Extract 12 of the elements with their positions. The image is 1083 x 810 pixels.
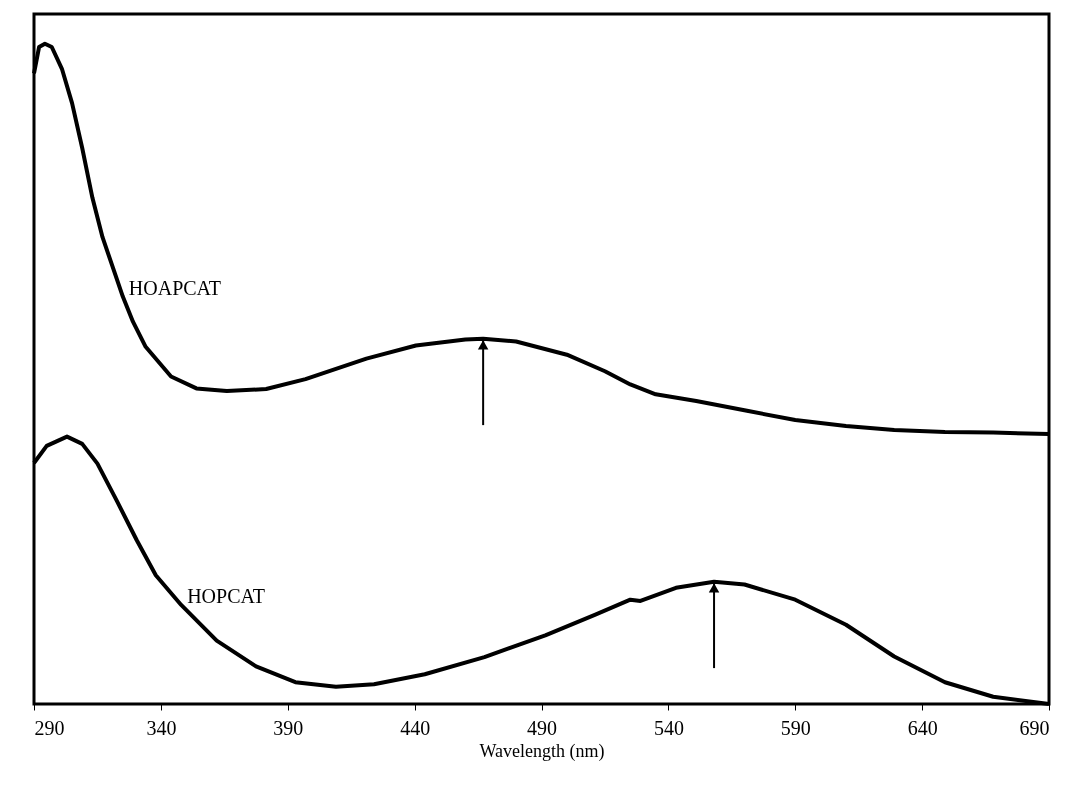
x-tick-label: 340 (146, 716, 177, 739)
x-axis-title: Wavelength (nm) (479, 740, 605, 762)
x-tick-label: 440 (400, 716, 431, 739)
x-tick-label: 540 (653, 716, 684, 739)
x-tick-label: 690 (1019, 716, 1050, 739)
x-tick-label: 290 (34, 716, 65, 739)
x-tick-label: 640 (907, 716, 938, 739)
x-tick-label: 490 (527, 716, 557, 739)
x-tick-label: 590 (780, 716, 811, 739)
series-label: HOAPCAT (128, 276, 222, 299)
series-label: HOPCAT (187, 584, 265, 607)
x-tick-label: 390 (273, 716, 304, 739)
